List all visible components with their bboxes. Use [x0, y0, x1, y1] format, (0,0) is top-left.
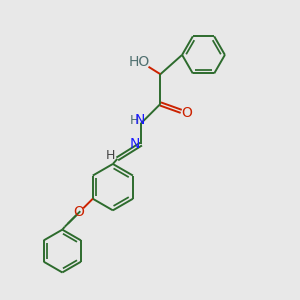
Text: O: O: [181, 106, 192, 120]
Text: H: H: [106, 149, 116, 162]
Text: N: N: [135, 113, 145, 127]
Text: O: O: [74, 205, 84, 219]
Text: HO: HO: [129, 55, 150, 69]
Text: H: H: [130, 114, 139, 127]
Text: N: N: [129, 137, 140, 151]
